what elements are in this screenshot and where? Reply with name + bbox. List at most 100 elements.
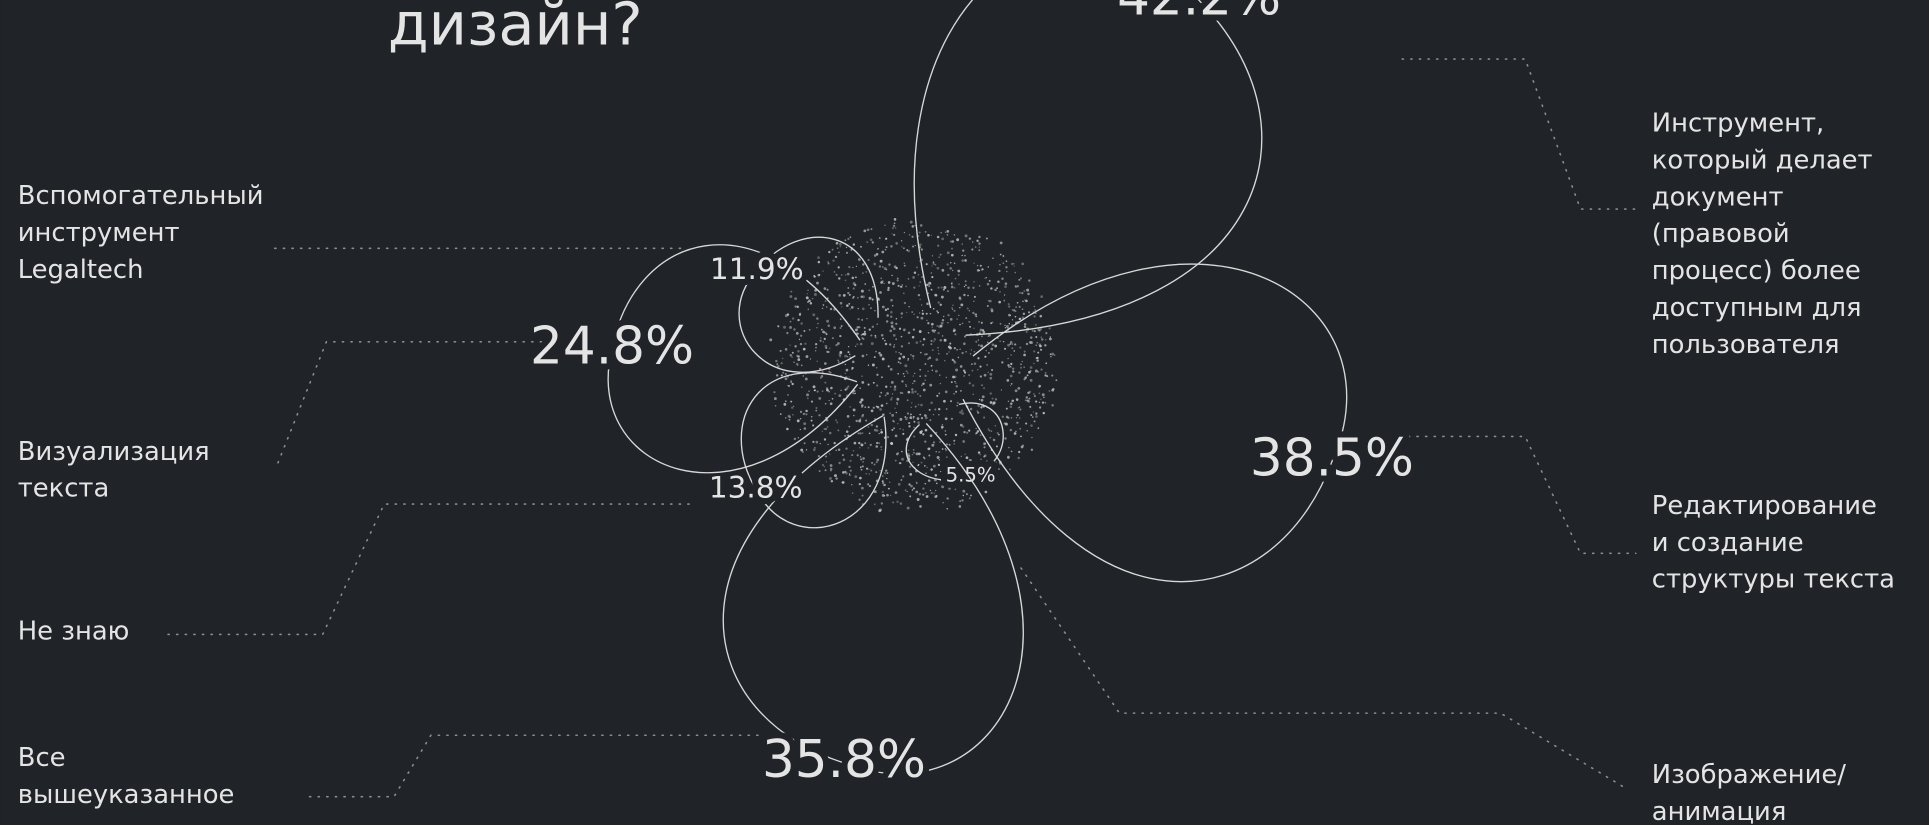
- particle: [905, 285, 908, 288]
- particle: [976, 264, 979, 267]
- particle: [945, 408, 948, 410]
- particle: [988, 334, 991, 337]
- particle: [803, 422, 807, 426]
- particle: [950, 262, 952, 264]
- particle: [1037, 427, 1040, 430]
- particle: [845, 447, 848, 450]
- particle: [925, 491, 928, 494]
- particle: [813, 275, 816, 278]
- particle: [802, 347, 806, 351]
- particle: [978, 235, 981, 239]
- particle: [930, 272, 933, 274]
- particle: [964, 280, 967, 283]
- particle: [1023, 323, 1027, 326]
- particle: [850, 249, 853, 251]
- particle: [858, 419, 862, 423]
- particle: [968, 429, 971, 432]
- particle: [935, 369, 938, 373]
- particle: [938, 458, 941, 461]
- particle: [884, 342, 888, 346]
- particle: [890, 325, 894, 328]
- particle: [994, 344, 998, 348]
- particle: [894, 459, 897, 462]
- particle: [1028, 279, 1031, 282]
- particle: [903, 262, 906, 264]
- particle: [904, 418, 907, 421]
- particle: [812, 448, 816, 452]
- particle: [859, 476, 862, 480]
- particle: [953, 393, 955, 395]
- particle: [977, 357, 980, 360]
- particle: [920, 304, 923, 306]
- particle: [815, 407, 818, 410]
- particle: [937, 244, 940, 247]
- particle: [926, 466, 928, 469]
- particle: [801, 450, 805, 454]
- particle: [1045, 339, 1047, 341]
- particle: [976, 468, 979, 471]
- particle: [951, 307, 953, 309]
- particle: [964, 453, 966, 455]
- particle: [930, 343, 933, 346]
- particle: [944, 390, 948, 394]
- particle: [946, 507, 949, 510]
- particle: [879, 353, 883, 357]
- particle: [1004, 422, 1008, 426]
- particle: [916, 498, 920, 501]
- particle: [963, 466, 966, 469]
- particle: [959, 348, 961, 350]
- particle: [897, 284, 900, 288]
- particle: [848, 465, 851, 469]
- particle: [979, 264, 982, 267]
- particle: [953, 375, 957, 379]
- particle: [823, 287, 827, 290]
- particle: [859, 342, 863, 346]
- particle: [826, 426, 829, 428]
- petal: [905, 402, 1004, 481]
- particle: [881, 357, 885, 361]
- particle: [881, 475, 884, 477]
- category-label: Редактирование: [1652, 491, 1877, 521]
- particle: [1028, 341, 1032, 344]
- particle: [779, 349, 782, 352]
- particle: [909, 220, 913, 224]
- particle: [958, 471, 962, 474]
- particle: [777, 325, 780, 328]
- particle: [987, 299, 990, 302]
- particle: [947, 314, 950, 317]
- particle: [963, 371, 967, 374]
- particle: [1028, 397, 1031, 400]
- particle: [852, 243, 855, 246]
- particle: [1011, 262, 1014, 266]
- particle: [940, 295, 944, 299]
- particle: [884, 394, 887, 397]
- particle: [950, 417, 953, 420]
- particle: [872, 285, 874, 288]
- particle: [903, 231, 906, 234]
- particle: [849, 459, 852, 462]
- particle: [812, 440, 815, 443]
- particle: [971, 369, 974, 372]
- particle: [950, 482, 954, 485]
- particle: [952, 304, 954, 307]
- particle: [1002, 255, 1005, 257]
- particle: [786, 427, 789, 431]
- particle: [897, 482, 901, 486]
- petal: [738, 236, 879, 373]
- particle: [775, 359, 778, 363]
- particle: [927, 322, 930, 325]
- particle: [858, 482, 861, 486]
- particle: [1038, 384, 1041, 388]
- particle: [826, 306, 828, 308]
- particle: [1034, 369, 1038, 373]
- particle: [913, 420, 916, 423]
- particle: [955, 382, 957, 384]
- particle: [833, 441, 836, 445]
- particle: [846, 356, 849, 358]
- particle: [886, 477, 888, 480]
- particle: [953, 309, 956, 312]
- particle: [784, 417, 787, 419]
- particle: [898, 357, 901, 360]
- particle: [825, 461, 828, 463]
